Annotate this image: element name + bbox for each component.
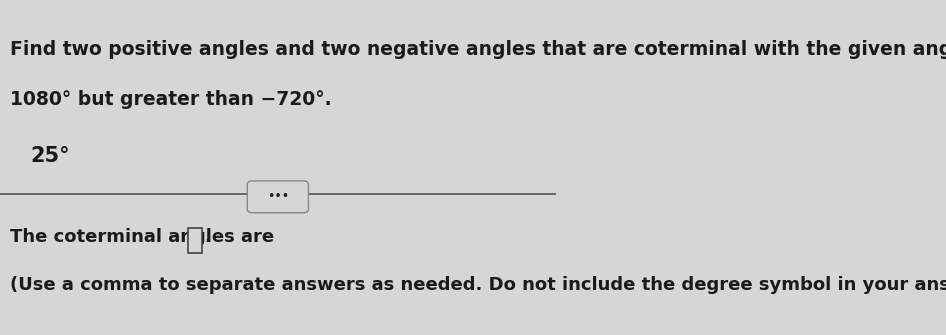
Text: •••: ••• — [267, 190, 289, 203]
Text: 25°: 25° — [30, 146, 70, 166]
Text: Find two positive angles and two negative angles that are coterminal with the gi: Find two positive angles and two negativ… — [10, 40, 946, 59]
FancyBboxPatch shape — [188, 228, 201, 253]
Text: 1080° but greater than −720°.: 1080° but greater than −720°. — [10, 90, 332, 110]
Text: The coterminal angles are: The coterminal angles are — [10, 228, 274, 246]
Text: (Use a comma to separate answers as needed. Do not include the degree symbol in : (Use a comma to separate answers as need… — [10, 276, 946, 294]
Text: .: . — [204, 228, 211, 246]
FancyBboxPatch shape — [247, 181, 308, 213]
